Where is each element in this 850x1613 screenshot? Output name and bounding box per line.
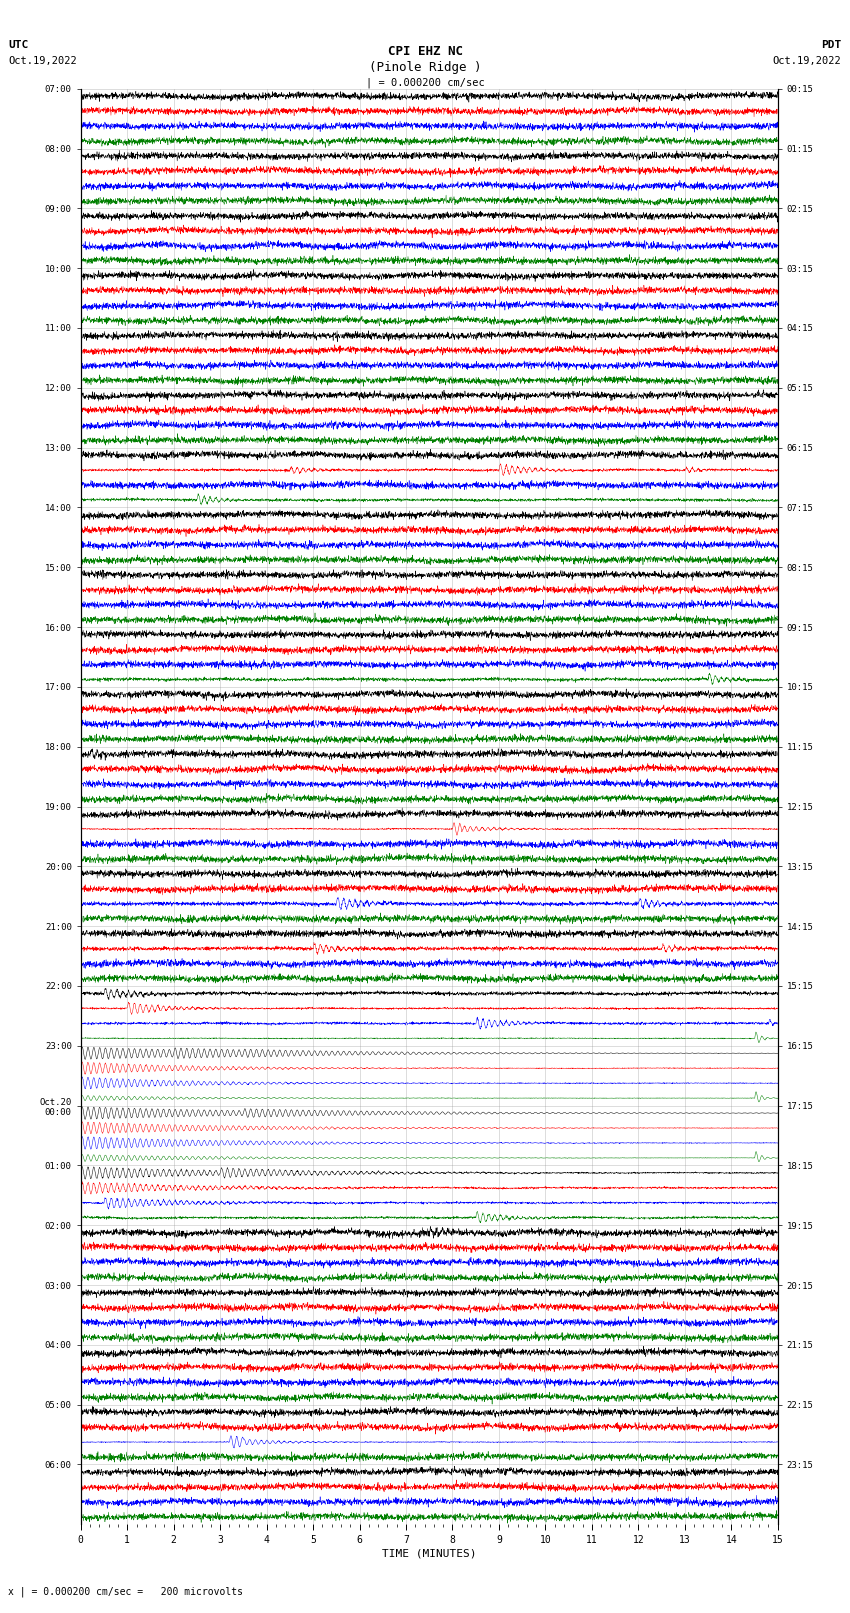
Text: Oct.19,2022: Oct.19,2022 <box>773 56 842 66</box>
Text: UTC: UTC <box>8 40 29 50</box>
Text: PDT: PDT <box>821 40 842 50</box>
Text: | = 0.000200 cm/sec: | = 0.000200 cm/sec <box>366 77 484 89</box>
X-axis label: TIME (MINUTES): TIME (MINUTES) <box>382 1548 477 1558</box>
Text: Oct.19,2022: Oct.19,2022 <box>8 56 77 66</box>
Text: CPI EHZ NC: CPI EHZ NC <box>388 45 462 58</box>
Text: (Pinole Ridge ): (Pinole Ridge ) <box>369 61 481 74</box>
Text: x | = 0.000200 cm/sec =   200 microvolts: x | = 0.000200 cm/sec = 200 microvolts <box>8 1586 243 1597</box>
